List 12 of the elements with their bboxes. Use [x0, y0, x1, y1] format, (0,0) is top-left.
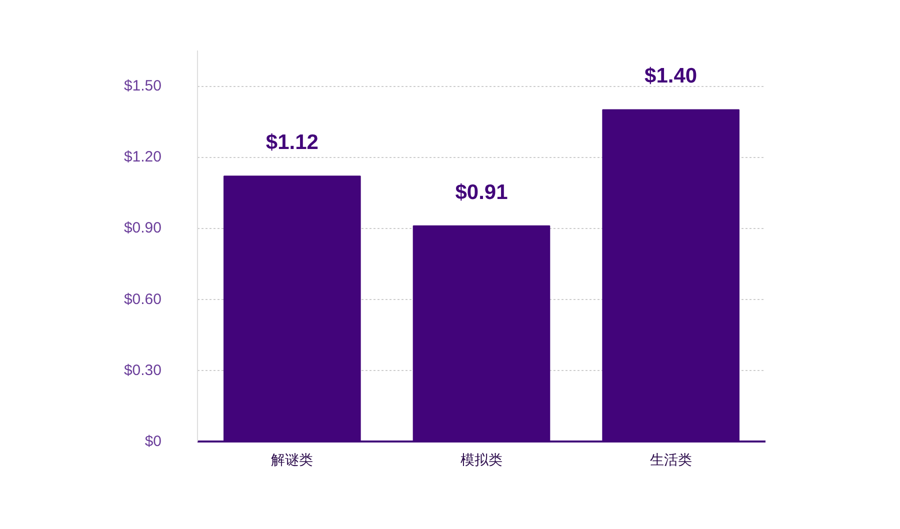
y-tick-label: $0.90 — [124, 220, 162, 237]
x-tick-label: 模拟类 — [460, 452, 502, 468]
x-tick-label: 解谜类 — [271, 452, 314, 468]
y-tick-label: $1.50 — [124, 78, 162, 95]
data-label: $1.12 — [266, 131, 318, 154]
y-tick-label: $1.20 — [124, 148, 162, 166]
x-tick-label: 生活类 — [650, 452, 692, 468]
y-tick-label: $0.60 — [124, 290, 162, 308]
data-label: $1.40 — [644, 64, 698, 88]
y-tick-label: $0 — [144, 433, 162, 450]
y-tick-label: $0.30 — [124, 362, 162, 379]
data-label: $0.91 — [455, 180, 508, 204]
